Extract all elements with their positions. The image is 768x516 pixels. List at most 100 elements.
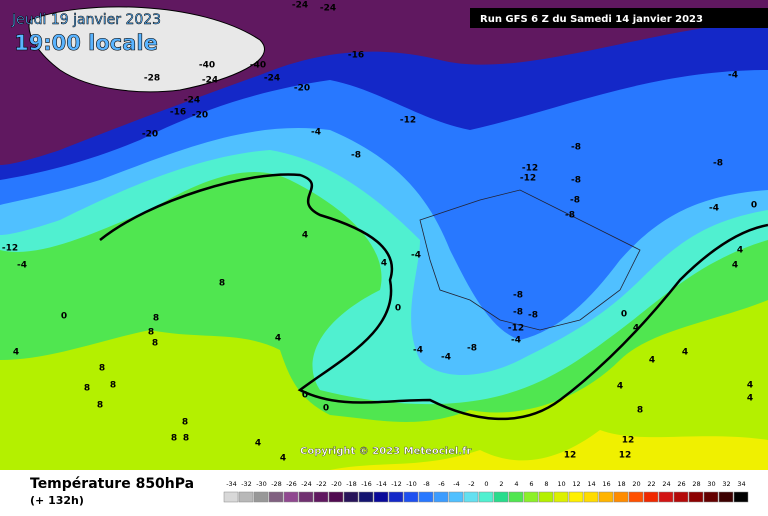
contour-label: -8 <box>513 308 523 318</box>
scale-swatch <box>283 491 299 503</box>
contour-label: 4 <box>255 439 261 449</box>
scale-label: -22 <box>316 480 327 488</box>
scale-swatch <box>478 491 494 503</box>
contour-label: 0 <box>395 304 401 314</box>
scale-label: 20 <box>632 480 640 488</box>
scale-swatch <box>268 491 284 503</box>
scale-swatch <box>253 491 269 503</box>
scale-swatch <box>388 491 404 503</box>
contour-label: -4 <box>411 251 421 261</box>
scale-label: 16 <box>602 480 610 488</box>
contour-label: -20 <box>192 111 208 121</box>
scale-label: 24 <box>662 480 670 488</box>
zero-isotherm <box>99 173 768 421</box>
contour-label: 4 <box>747 381 753 391</box>
contour-label: 4 <box>649 356 655 366</box>
scale-label: -24 <box>301 480 312 488</box>
contour-label: -12 <box>2 244 18 254</box>
scale-label: -12 <box>391 480 402 488</box>
scale-label: 2 <box>499 480 503 488</box>
contour-label: 8 <box>219 279 225 289</box>
contour-label: -24 <box>184 96 200 106</box>
scale-swatch <box>463 491 479 503</box>
scale-label: -20 <box>331 480 342 488</box>
scale-swatch <box>628 491 644 503</box>
contour-label: -12 <box>400 116 416 126</box>
contour-label: 4 <box>737 246 743 256</box>
scale-swatch <box>343 491 359 503</box>
contour-label: 4 <box>275 334 281 344</box>
scale-label: 28 <box>692 480 700 488</box>
contour-label: 8 <box>637 406 643 416</box>
contour-label: 12 <box>619 451 632 461</box>
scale-label: 26 <box>677 480 685 488</box>
contour-label: -8 <box>351 151 361 161</box>
scale-label: 8 <box>544 480 548 488</box>
contour-label: 8 <box>152 339 158 349</box>
contour-label: -24 <box>202 76 218 86</box>
scale-label: -34 <box>226 480 237 488</box>
contour-label: -4 <box>413 346 423 356</box>
scale-swatch <box>493 491 509 503</box>
scale-swatch <box>658 491 674 503</box>
contour-label: -8 <box>713 159 723 169</box>
run-box <box>470 8 768 28</box>
scale-swatch <box>328 491 344 503</box>
contour-label: -24 <box>292 1 308 11</box>
contour-label: -8 <box>565 211 575 221</box>
scale-label: -32 <box>241 480 252 488</box>
scale-label: -10 <box>406 480 417 488</box>
scale-swatch <box>448 491 464 503</box>
contour-label: 4 <box>381 259 387 269</box>
contour-label: -8 <box>570 196 580 206</box>
scale-label: 10 <box>557 480 565 488</box>
contour-label: -20 <box>142 130 158 140</box>
contour-label: 0 <box>621 310 627 320</box>
scale-swatch <box>583 491 599 503</box>
scale-swatch <box>238 491 254 503</box>
scale-swatch <box>373 491 389 503</box>
contour-label: 4 <box>302 231 308 241</box>
contour-label: -40 <box>250 61 266 71</box>
scale-label: 0 <box>484 480 488 488</box>
contour-label: -4 <box>311 128 321 138</box>
contour-label: 8 <box>97 401 103 411</box>
scale-label: -4 <box>453 480 459 488</box>
contour-label: -8 <box>467 344 477 354</box>
scale-swatch <box>568 491 584 503</box>
scale-swatch <box>613 491 629 503</box>
scale-label: 12 <box>572 480 580 488</box>
contour-label: 4 <box>617 382 623 392</box>
scale-label: -18 <box>346 480 357 488</box>
scale-swatch <box>688 491 704 503</box>
scale-swatch <box>733 491 749 503</box>
scale-swatch <box>418 491 434 503</box>
contour-label: -12 <box>520 174 536 184</box>
scale-label: -28 <box>271 480 282 488</box>
contour-label: -4 <box>728 71 738 81</box>
scale-label: 34 <box>737 480 745 488</box>
footer <box>0 470 768 512</box>
scale-swatch <box>223 491 239 503</box>
scale-swatch <box>673 491 689 503</box>
contour-label: 8 <box>183 434 189 444</box>
scale-label: -26 <box>286 480 297 488</box>
contour-label: -40 <box>199 61 215 71</box>
contour-label: 0 <box>751 201 757 211</box>
scale-label: 32 <box>722 480 730 488</box>
scale-swatch <box>298 491 314 503</box>
scale-swatch <box>433 491 449 503</box>
contour-label: -28 <box>144 74 160 84</box>
scale-label: 4 <box>514 480 518 488</box>
copyright: Copyright © 2023 Meteociel.fr <box>300 446 471 457</box>
contour-label: 0 <box>61 312 67 322</box>
contour-label: -24 <box>320 4 336 14</box>
contour-label: 4 <box>747 394 753 404</box>
contour-label: -8 <box>571 176 581 186</box>
contour-label: -4 <box>441 353 451 363</box>
contour-label: -8 <box>571 143 581 153</box>
date: Jeudi 19 janvier 2023 <box>11 12 161 28</box>
scale-swatch <box>403 491 419 503</box>
scale-label: -14 <box>376 480 387 488</box>
contour-label: 12 <box>564 451 577 461</box>
